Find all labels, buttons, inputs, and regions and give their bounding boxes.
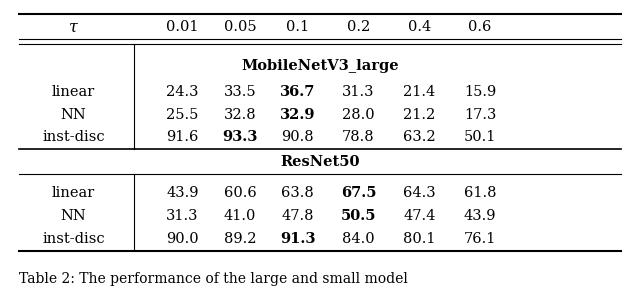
Text: 0.1: 0.1 [286,20,309,34]
Text: 84.0: 84.0 [342,232,374,246]
Text: 21.4: 21.4 [403,85,435,99]
Text: 67.5: 67.5 [340,186,376,200]
Text: 90.8: 90.8 [282,130,314,144]
Text: NN: NN [61,209,86,223]
Text: 63.2: 63.2 [403,130,435,144]
Text: 0.01: 0.01 [166,20,198,34]
Text: 36.7: 36.7 [280,85,316,99]
Text: 28.0: 28.0 [342,108,374,122]
Text: 43.9: 43.9 [464,209,496,223]
Text: 43.9: 43.9 [166,186,198,200]
Text: Table 2: The performance of the large and small model: Table 2: The performance of the large an… [19,272,408,286]
Text: 50.5: 50.5 [340,209,376,223]
Text: 25.5: 25.5 [166,108,198,122]
Text: 24.3: 24.3 [166,85,198,99]
Text: NN: NN [61,108,86,122]
Text: 76.1: 76.1 [464,232,496,246]
Text: 31.3: 31.3 [166,209,198,223]
Text: inst-disc: inst-disc [42,130,105,144]
Text: 33.5: 33.5 [224,85,256,99]
Text: 61.8: 61.8 [464,186,496,200]
Text: 78.8: 78.8 [342,130,374,144]
Text: τ: τ [69,19,78,36]
Text: 91.6: 91.6 [166,130,198,144]
Text: 90.0: 90.0 [166,232,198,246]
Text: linear: linear [52,85,95,99]
Text: 31.3: 31.3 [342,85,374,99]
Text: 21.2: 21.2 [403,108,435,122]
Text: 91.3: 91.3 [280,232,316,246]
Text: 64.3: 64.3 [403,186,435,200]
Text: 0.6: 0.6 [468,20,492,34]
Text: 0.05: 0.05 [224,20,256,34]
Text: 0.2: 0.2 [347,20,370,34]
Text: linear: linear [52,186,95,200]
Text: 32.9: 32.9 [280,108,316,122]
Text: 50.1: 50.1 [464,130,496,144]
Text: ResNet50: ResNet50 [280,155,360,169]
Text: 93.3: 93.3 [222,130,258,144]
Text: 47.4: 47.4 [403,209,435,223]
Text: 47.8: 47.8 [282,209,314,223]
Text: 63.8: 63.8 [281,186,314,200]
Text: 32.8: 32.8 [224,108,256,122]
Text: 0.4: 0.4 [408,20,431,34]
Text: 80.1: 80.1 [403,232,435,246]
Text: 41.0: 41.0 [224,209,256,223]
Text: 17.3: 17.3 [464,108,496,122]
Text: MobileNetV3_large: MobileNetV3_large [241,59,399,73]
Text: 15.9: 15.9 [464,85,496,99]
Text: 89.2: 89.2 [224,232,256,246]
Text: 60.6: 60.6 [223,186,257,200]
Text: inst-disc: inst-disc [42,232,105,246]
